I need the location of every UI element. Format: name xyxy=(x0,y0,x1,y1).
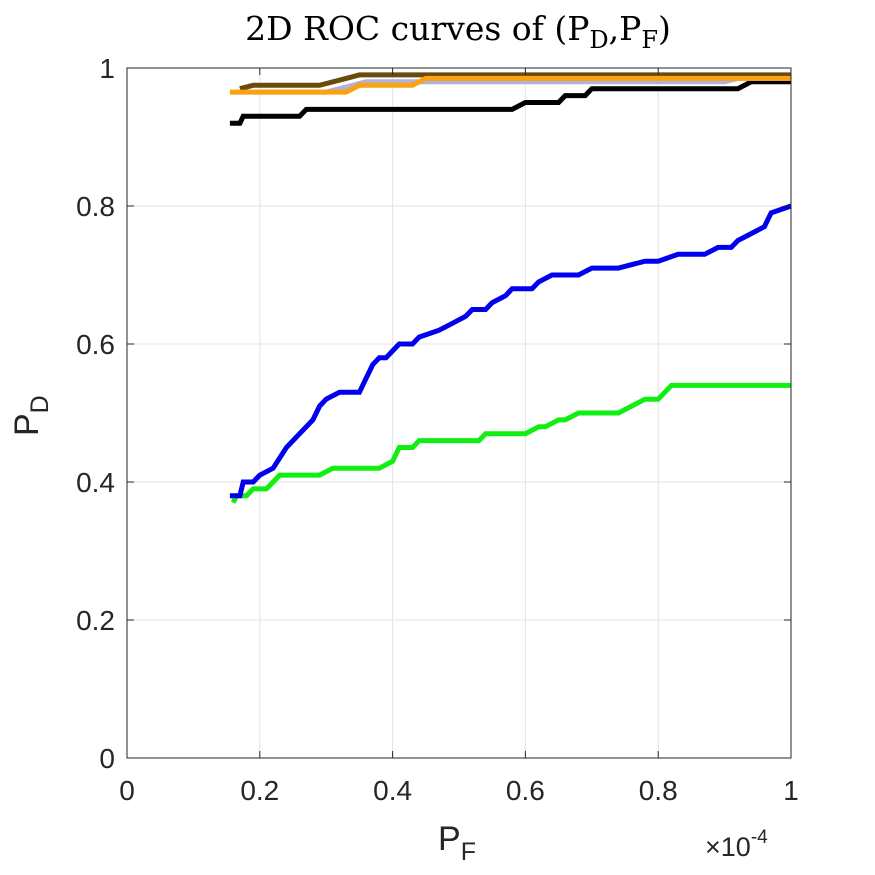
series-brown-line xyxy=(239,72,791,92)
series-green-line xyxy=(230,382,791,504)
y-tick-label: 0.8 xyxy=(76,191,115,222)
x-tick-label: 0 xyxy=(119,775,135,806)
y-tick-label: 0.2 xyxy=(76,605,115,636)
y-axis-label: PD xyxy=(8,395,54,436)
grid xyxy=(127,68,791,758)
title-sub-d: D xyxy=(589,26,608,54)
x-axis-label-main: P xyxy=(438,820,461,858)
x-tick-label: 0.2 xyxy=(240,775,279,806)
title-prefix: 2D ROC curves of (P xyxy=(245,9,589,48)
title-sub-f: F xyxy=(641,26,658,54)
tick-marks xyxy=(126,67,792,759)
x-tick-label: 0.6 xyxy=(506,775,545,806)
x-tick-label: 0.8 xyxy=(639,775,678,806)
x-axis-label: PF xyxy=(438,820,476,866)
title-suffix: ) xyxy=(658,9,671,48)
y-tick-label: 0.4 xyxy=(76,467,115,498)
y-tick-label: 0.6 xyxy=(76,329,115,360)
series-orange-line xyxy=(229,75,791,95)
y-tick-labels: 0 0.2 0.4 0.6 0.8 1 xyxy=(76,53,115,774)
y-axis-label-main: P xyxy=(8,413,46,436)
x-axis-label-sub: F xyxy=(461,838,476,866)
y-tick-label: 1 xyxy=(99,53,115,84)
x-tick-label: 0.4 xyxy=(373,775,412,806)
x-axis-exponent: ×10-4 xyxy=(705,827,768,862)
plot-area xyxy=(127,68,791,758)
series-blue-line xyxy=(229,203,792,499)
axes-box xyxy=(126,67,792,759)
x-tick-labels: 0 0.2 0.4 0.6 0.8 1 xyxy=(119,775,799,806)
title-mid: ,P xyxy=(609,9,642,48)
y-axis-label-sub: D xyxy=(26,395,54,413)
x-exponent-base: ×10 xyxy=(705,832,751,862)
x-exponent-power: -4 xyxy=(751,827,768,848)
series-lines xyxy=(229,72,792,504)
x-tick-label: 1 xyxy=(783,775,799,806)
series-black-line xyxy=(229,79,791,126)
y-tick-label: 0 xyxy=(99,743,115,774)
chart-title: 2D ROC curves of (PD,PF) xyxy=(245,9,671,54)
